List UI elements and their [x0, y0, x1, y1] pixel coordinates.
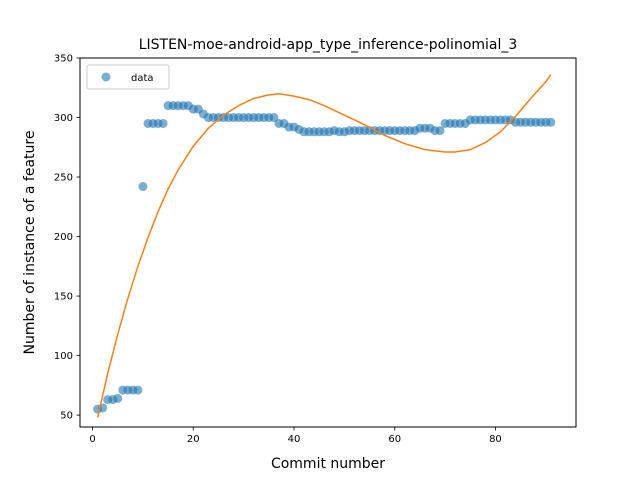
- legend-box: [86, 64, 170, 90]
- legend-marker-data: [101, 72, 111, 82]
- axis-ticks: 0 20 40 60 80 50 100 150 200 250 300 350: [54, 54, 502, 446]
- y-tick-label: 350: [54, 54, 73, 65]
- chart-title: LISTEN-moe-android-app_type_inference-po…: [139, 37, 518, 53]
- data-point: [158, 118, 168, 128]
- data-point: [133, 385, 143, 395]
- y-tick-label: 300: [54, 113, 73, 124]
- legend-label-data: data: [131, 73, 154, 84]
- data-point: [435, 126, 445, 136]
- y-tick-label: 250: [54, 173, 73, 184]
- data-point: [113, 393, 123, 403]
- data-point: [546, 117, 556, 127]
- y-tick-label: 150: [54, 292, 73, 303]
- data-point: [269, 113, 279, 123]
- x-axis-title: Commit number: [271, 456, 385, 472]
- y-tick-label: 100: [54, 351, 73, 362]
- x-tick-label: 40: [288, 434, 301, 445]
- axes-frame: [79, 57, 577, 428]
- x-tick-label: 20: [187, 434, 200, 445]
- data-point: [138, 182, 148, 192]
- fit-line: [96, 74, 552, 418]
- y-tick-label: 200: [54, 232, 73, 243]
- y-tick-label: 50: [60, 411, 73, 422]
- x-tick-label: 0: [89, 434, 95, 445]
- x-tick-label: 60: [388, 434, 401, 445]
- legend: data: [86, 64, 170, 90]
- x-tick-label: 80: [489, 434, 502, 445]
- y-axis-title: Number of instance of a feature: [22, 131, 38, 355]
- plot-area: [93, 74, 556, 418]
